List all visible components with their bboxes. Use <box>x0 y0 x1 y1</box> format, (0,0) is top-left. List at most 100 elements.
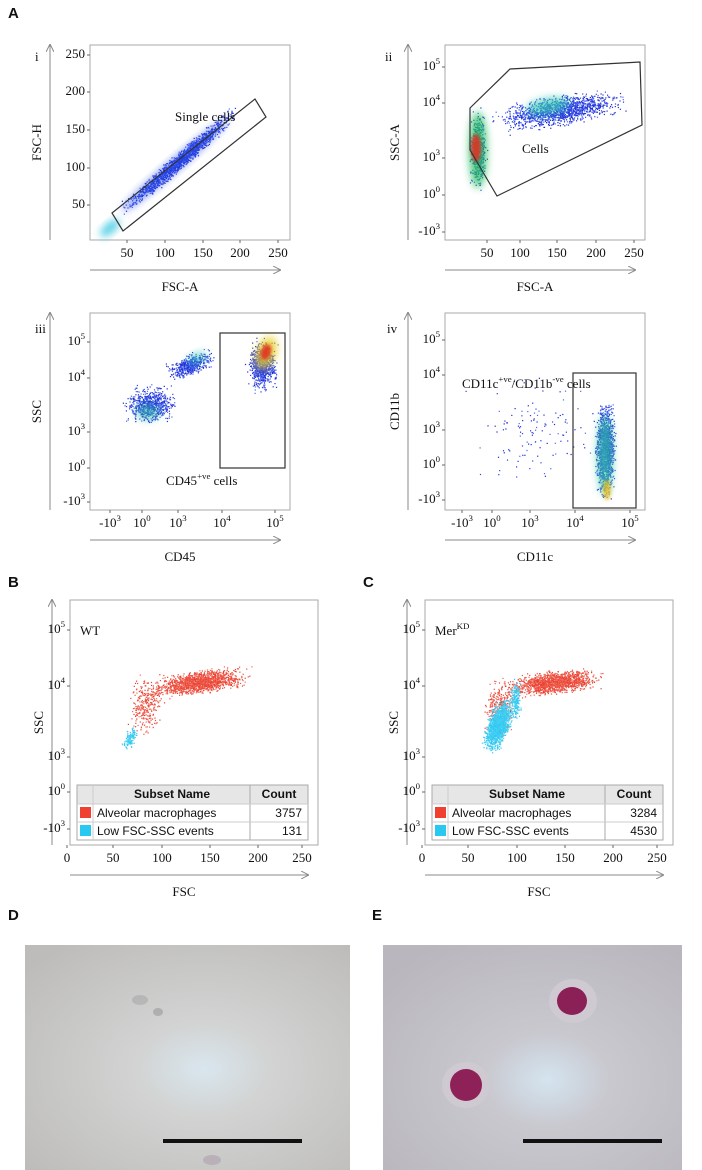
y-tick-label: 50 <box>72 196 85 211</box>
event-dot <box>147 388 149 390</box>
event-dot <box>598 104 600 106</box>
event-dot <box>544 116 547 118</box>
event-dot <box>553 121 555 123</box>
event-dot <box>167 401 170 403</box>
event-dot <box>569 98 571 100</box>
event-dot <box>581 109 583 112</box>
event-dot <box>146 393 148 395</box>
event-dot <box>167 178 169 180</box>
event-dot <box>181 374 183 376</box>
event-dot <box>223 130 225 132</box>
event-dot <box>219 132 221 134</box>
event-dot <box>155 396 157 398</box>
event-dot <box>592 109 594 111</box>
event-dot <box>175 173 177 175</box>
event-dot <box>566 96 568 99</box>
event-dot <box>153 389 156 391</box>
event-dot <box>183 364 185 366</box>
event-dot <box>573 100 575 102</box>
event-dot <box>543 121 545 123</box>
event-dot <box>197 152 199 154</box>
event-dot <box>227 124 229 126</box>
event-dot <box>521 128 523 130</box>
event-dot <box>151 384 153 386</box>
event-dot <box>547 120 549 122</box>
event-dot <box>570 97 572 99</box>
event-dot <box>592 110 594 112</box>
event-dot <box>167 179 169 181</box>
event-dot <box>558 118 560 120</box>
event-dot <box>523 119 525 121</box>
event-dot <box>167 180 169 183</box>
event-dot <box>535 119 537 122</box>
event-dot <box>594 103 596 106</box>
event-dot <box>164 411 166 413</box>
event-dot <box>515 110 517 112</box>
event-dot <box>519 112 521 114</box>
event-dot <box>573 114 576 116</box>
event-dot <box>590 100 592 102</box>
event-dot <box>201 133 203 135</box>
event-dot <box>221 128 223 130</box>
event-dot <box>175 367 177 369</box>
event-dot <box>125 410 127 412</box>
event-dot <box>160 402 162 404</box>
event-dot <box>610 105 612 107</box>
event-dot <box>526 117 528 119</box>
event-dot <box>575 115 577 117</box>
event-dot <box>518 107 520 109</box>
event-dot <box>509 115 511 117</box>
event-dot <box>158 404 160 406</box>
event-dot <box>551 117 553 119</box>
event-dot <box>617 106 619 109</box>
event-dot <box>571 110 573 112</box>
event-dot <box>563 108 565 110</box>
event-dot <box>599 107 601 109</box>
event-dot <box>567 95 569 97</box>
event-dot <box>529 119 531 121</box>
event-dot <box>574 109 577 111</box>
event-dot <box>157 389 159 391</box>
event-dot <box>182 377 184 379</box>
event-dot <box>570 121 572 123</box>
event-dot <box>190 160 192 162</box>
event-dot <box>148 178 150 180</box>
event-dot <box>141 401 143 403</box>
event-dot <box>505 112 507 114</box>
event-dot <box>541 124 543 126</box>
event-dot <box>174 405 176 407</box>
event-dot <box>504 120 506 122</box>
event-dot <box>537 118 539 120</box>
event-dot <box>567 98 569 100</box>
event-dot <box>568 111 570 113</box>
event-dot <box>170 385 172 387</box>
event-dot <box>160 405 162 407</box>
event-dot <box>571 117 574 119</box>
event-dot <box>209 141 211 143</box>
event-dot <box>149 401 151 403</box>
event-dot <box>616 97 618 99</box>
event-dot <box>592 101 595 103</box>
event-dot <box>165 180 167 182</box>
event-dot <box>163 413 165 415</box>
event-dot <box>611 106 614 108</box>
event-dot <box>178 151 180 153</box>
event-dot <box>577 112 579 114</box>
event-dot <box>553 95 555 97</box>
event-dot <box>572 118 574 120</box>
event-dot <box>527 117 530 119</box>
event-dot <box>179 377 181 379</box>
event-dot <box>171 364 173 366</box>
event-dot <box>597 108 599 110</box>
event-dot <box>173 373 175 375</box>
event-dot <box>602 105 604 107</box>
event-dot <box>518 124 520 127</box>
event-dot <box>522 114 524 116</box>
event-dot <box>126 420 128 422</box>
event-dot <box>585 95 587 97</box>
event-dot <box>141 397 143 399</box>
event-dot <box>591 100 593 102</box>
event-dot <box>520 116 522 118</box>
event-dot <box>143 399 145 402</box>
event-dot <box>570 103 573 105</box>
